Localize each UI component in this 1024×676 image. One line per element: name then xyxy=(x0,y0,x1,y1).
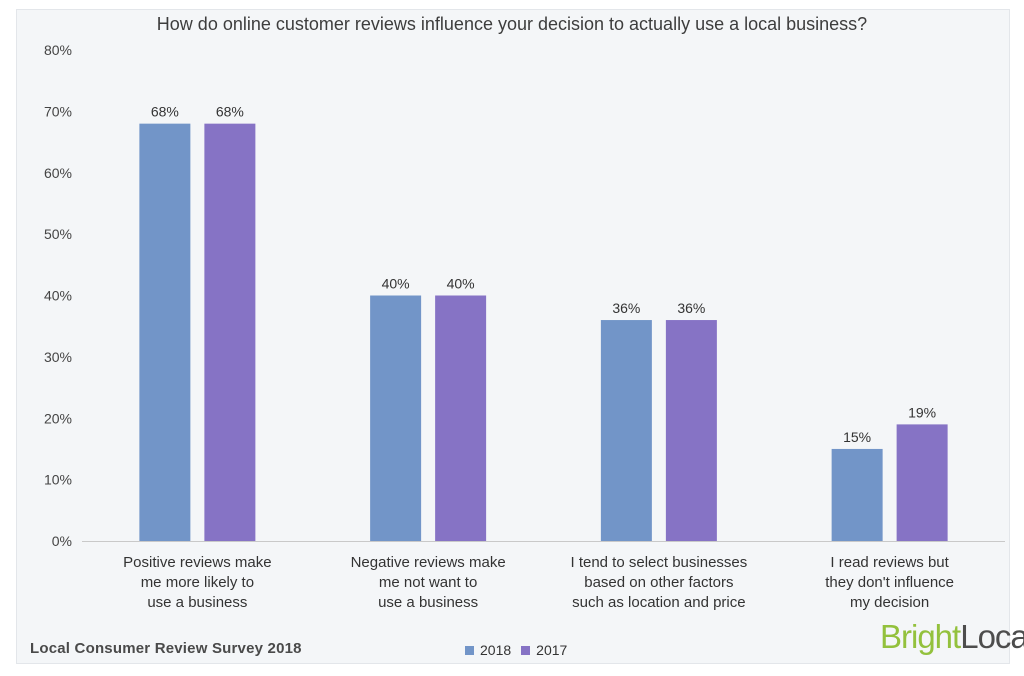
x-category-label-0: Positive reviews make xyxy=(123,554,271,571)
bar-2017-cat2 xyxy=(665,320,717,541)
data-label-2017-cat0: 68% xyxy=(216,104,244,120)
y-tick-label: 20% xyxy=(44,410,72,426)
data-label-2018-cat0: 68% xyxy=(151,104,179,120)
legend-item-2017: 2017 xyxy=(521,642,567,658)
brightlocal-logo: BrightLocal xyxy=(880,618,1024,656)
brand-text-bright: Bright xyxy=(880,618,961,655)
legend-swatch-2017 xyxy=(521,645,531,655)
data-label-2018-cat1: 40% xyxy=(382,276,410,292)
y-tick-label: 40% xyxy=(44,288,72,304)
chart-legend: 2018 2017 xyxy=(465,642,577,658)
survey-source-label: Local Consumer Review Survey 2018 xyxy=(30,640,302,657)
x-category-label-0: use a business xyxy=(147,594,247,611)
bar-2017-cat3 xyxy=(896,424,948,541)
data-label-2017-cat3: 19% xyxy=(908,404,936,420)
x-category-label-1: use a business xyxy=(378,594,478,611)
bar-2018-cat0 xyxy=(139,123,191,542)
x-category-label-2: such as location and price xyxy=(572,594,745,611)
x-category-label-1: me not want to xyxy=(379,574,477,591)
y-tick-label: 30% xyxy=(44,349,72,365)
x-category-label-1: Negative reviews make xyxy=(351,554,506,571)
bar-2017-cat1 xyxy=(435,295,487,541)
brand-text-local: Local xyxy=(960,618,1024,655)
y-tick-label: 60% xyxy=(44,165,72,181)
legend-swatch-2018 xyxy=(465,645,474,655)
bar-2018-cat3 xyxy=(831,448,883,541)
y-tick-label: 0% xyxy=(52,533,72,549)
legend-label-2017: 2017 xyxy=(536,642,568,658)
y-tick-label: 70% xyxy=(44,103,72,119)
legend-label-2018: 2018 xyxy=(480,642,512,658)
x-category-label-3: I read reviews but xyxy=(830,554,949,571)
legend-item-2018: 2018 xyxy=(465,642,511,658)
data-label-2018-cat2: 36% xyxy=(612,300,640,316)
y-tick-label: 10% xyxy=(44,472,72,488)
bar-2018-cat1 xyxy=(370,295,422,541)
data-label-2017-cat2: 36% xyxy=(677,300,705,316)
bar-2018-cat2 xyxy=(600,320,652,541)
bar-2017-cat0 xyxy=(204,123,256,542)
data-label-2018-cat3: 15% xyxy=(843,429,871,445)
y-tick-label: 50% xyxy=(44,226,72,242)
data-label-2017-cat1: 40% xyxy=(447,276,475,292)
chart-title: How do online customer reviews influence… xyxy=(156,14,868,34)
x-category-label-3: they don't influence xyxy=(825,574,954,591)
x-category-label-3: my decision xyxy=(850,594,929,611)
x-category-label-0: me more likely to xyxy=(141,574,254,591)
x-category-label-2: based on other factors xyxy=(584,574,733,591)
y-tick-label: 80% xyxy=(44,42,72,58)
x-category-label-2: I tend to select businesses xyxy=(570,554,747,571)
